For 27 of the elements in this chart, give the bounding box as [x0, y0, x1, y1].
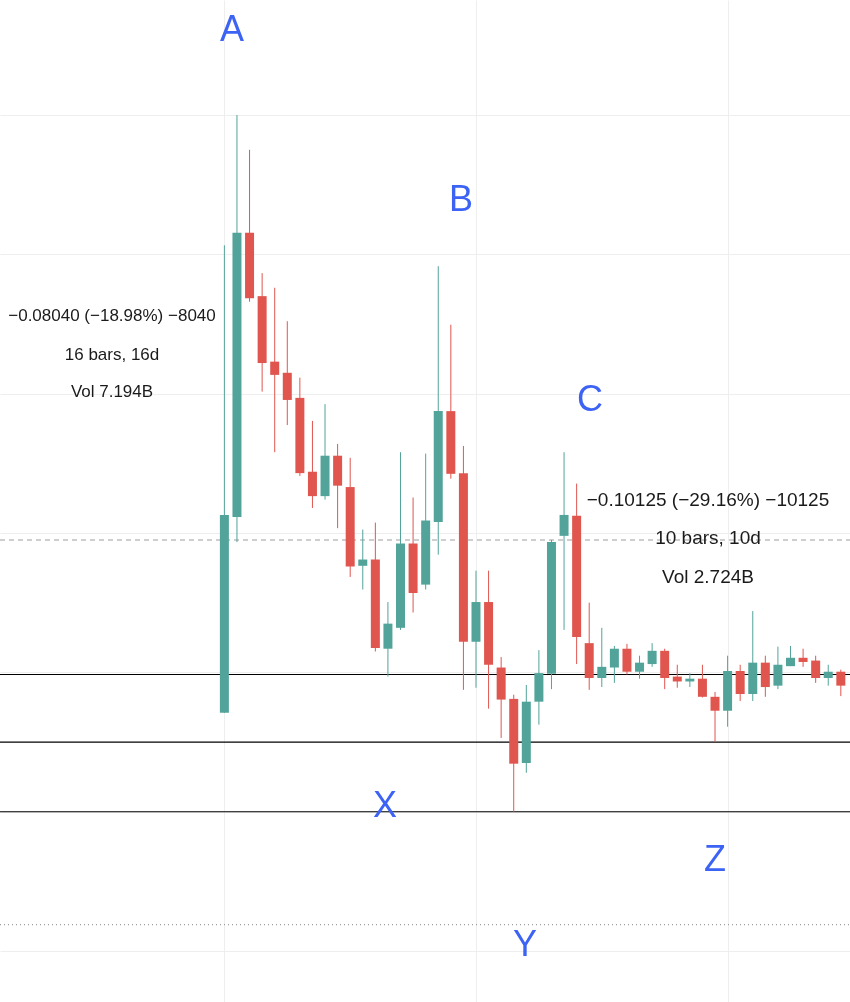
- candlestick: [270, 287, 280, 453]
- text: A: [219, 8, 245, 49]
- candlestick: [647, 642, 657, 668]
- candlestick: [358, 529, 368, 590]
- candlestick: [798, 648, 808, 668]
- annotation: −0.10125 (−29.16%) −10125: [586, 489, 830, 510]
- text: −0.08040 (−18.98%) −8040: [8, 306, 216, 325]
- annotation: Vol 2.724B: [662, 566, 754, 587]
- candlestick: [836, 669, 846, 697]
- candlestick: [697, 664, 707, 698]
- candlestick: [710, 691, 720, 743]
- text: Vol 7.194B: [70, 382, 154, 401]
- candlestick: [735, 664, 745, 702]
- annotation: B: [448, 178, 474, 219]
- candlestick: [559, 451, 569, 631]
- candlestick: [635, 655, 645, 680]
- candlestick: [597, 627, 607, 688]
- candlestick: [622, 643, 632, 675]
- candlestick: [823, 664, 833, 687]
- text: Z: [704, 838, 726, 879]
- annotation: 10 bars, 10d: [655, 527, 761, 548]
- text: Y: [512, 923, 538, 964]
- candlestick: [609, 645, 619, 684]
- candlestick: [773, 646, 783, 690]
- annotation: C: [577, 378, 603, 419]
- text: 16 bars, 16d: [64, 345, 160, 364]
- candlestick: [811, 655, 821, 684]
